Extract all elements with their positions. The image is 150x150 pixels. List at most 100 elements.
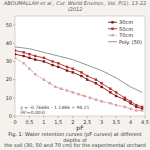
series-marker	[43, 78, 45, 80]
y-tick	[13, 97, 15, 98]
series-marker	[95, 98, 97, 100]
legend-marker	[111, 34, 113, 36]
x-tick-label: 4,5	[141, 118, 149, 124]
series-marker	[54, 85, 56, 87]
series-marker	[66, 65, 68, 67]
series-marker	[129, 100, 131, 102]
series-marker	[141, 109, 143, 111]
series-marker	[22, 62, 24, 64]
series-marker	[95, 82, 97, 84]
series-marker	[141, 105, 143, 107]
plot-data	[15, 46, 143, 111]
x-tick-label: 1,5	[54, 118, 62, 124]
series-marker	[51, 60, 53, 62]
series-marker	[115, 103, 117, 105]
series-marker	[109, 102, 111, 104]
legend-label: 30cm	[119, 19, 133, 25]
y-tick-label: 10	[6, 94, 12, 100]
series-marker	[100, 82, 102, 84]
series-line	[15, 46, 142, 91]
legend-swatch	[108, 34, 117, 35]
series-marker	[124, 105, 126, 107]
x-tick-label: 4	[129, 118, 132, 124]
y-tick-label: 30	[6, 58, 12, 64]
series-marker	[28, 56, 30, 58]
y-tick	[13, 24, 15, 25]
y-tick-label: 50	[6, 21, 12, 27]
series-marker	[72, 91, 74, 93]
series-marker	[100, 85, 102, 87]
series-marker	[115, 94, 117, 96]
series-line	[15, 54, 142, 109]
legend-marker	[111, 21, 113, 23]
legend-marker	[111, 27, 113, 29]
series-marker	[89, 96, 91, 98]
y-tick	[13, 79, 15, 80]
series-marker	[109, 91, 111, 93]
series-marker	[15, 56, 16, 58]
x-tick-label: 0,5	[25, 118, 33, 124]
series-marker	[22, 51, 24, 53]
annotation: y = -0.7668x - 1.1486 + 94.21(R²=0.003)	[20, 104, 89, 115]
legend-swatch	[108, 41, 117, 42]
legend-swatch	[108, 21, 117, 22]
series-marker	[57, 65, 59, 67]
chart-root: ABOUMALLAH et al., Cur. World Environ., …	[0, 0, 150, 150]
series-marker	[80, 74, 82, 76]
series-marker	[66, 89, 68, 91]
series-marker	[66, 69, 68, 71]
legend-label: 50cm	[119, 25, 133, 31]
series-marker	[48, 82, 50, 84]
series-marker	[135, 109, 137, 111]
series-marker	[86, 78, 88, 80]
x-tick-label: 2	[71, 118, 74, 124]
series-line	[15, 50, 142, 106]
x-axis-label: pF	[76, 124, 84, 132]
series-marker	[83, 94, 85, 96]
y-tick-label: 20	[6, 76, 12, 82]
plot-holder: 0 0,5 1 1,5 2 2,5 3 3,5 4 4,5 0 10 20 30 40 50 pF y = -0.…	[0, 13, 150, 132]
series-marker	[51, 63, 53, 65]
series-marker	[77, 92, 79, 94]
y-tick-label: 0	[9, 112, 12, 118]
series-marker	[34, 58, 36, 60]
caption: Fig. 1: Water retention curves (pF curve…	[0, 132, 150, 150]
x-tick-label: 2,5	[83, 118, 91, 124]
chart-svg: 0 0,5 1 1,5 2 2,5 3 3,5 4 4,5 0 10 20 30 40 50 pF y = -0.…	[0, 13, 150, 132]
series-marker	[80, 71, 82, 73]
header-title: ABOUMALLAH et al., Cur. World Environ., …	[0, 0, 150, 13]
series-marker	[15, 49, 16, 51]
series-marker	[43, 56, 45, 58]
legend-swatch	[108, 28, 117, 29]
series-marker	[22, 54, 24, 56]
series-line	[15, 57, 142, 110]
series-marker	[72, 71, 74, 73]
series-marker	[124, 96, 126, 98]
series-marker	[15, 52, 16, 54]
x-tick-label: 1	[42, 118, 45, 124]
series-marker	[109, 87, 111, 89]
x-tick-label: 3,5	[112, 118, 120, 124]
series-marker	[60, 87, 62, 89]
y-tick	[13, 42, 15, 43]
legend-label: Poly. (50)	[119, 38, 142, 45]
series-marker	[43, 60, 45, 62]
y-tick	[13, 60, 15, 61]
x-tick-label: 3	[100, 118, 103, 124]
series-marker	[57, 62, 59, 64]
legend-label: 70cm	[119, 32, 133, 38]
series-marker	[100, 100, 102, 102]
y-tick	[13, 115, 15, 116]
series-marker	[95, 78, 97, 80]
series-marker	[135, 103, 137, 105]
series-marker	[72, 67, 74, 69]
series-marker	[34, 72, 36, 74]
series-marker	[28, 67, 30, 69]
series-marker	[34, 54, 36, 56]
series-marker	[86, 74, 88, 76]
y-tick-label: 40	[6, 40, 12, 46]
plot-frame	[15, 16, 145, 116]
x-tick-label: 0	[13, 118, 16, 124]
series-marker	[115, 91, 117, 93]
series-marker	[28, 52, 30, 54]
